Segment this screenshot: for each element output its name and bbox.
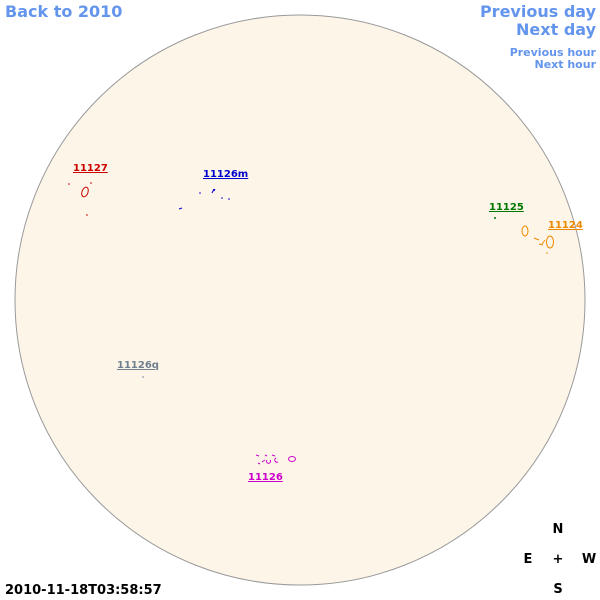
compass-west: W: [582, 552, 596, 567]
next-day-link[interactable]: Next day: [516, 20, 597, 39]
back-link[interactable]: Back to 2010: [5, 2, 122, 21]
region-label[interactable]: 11126: [248, 472, 283, 483]
compass-center: +: [553, 552, 564, 567]
region-label[interactable]: 11125: [489, 202, 524, 213]
previous-hour-link[interactable]: Previous hour: [510, 46, 597, 59]
region-label[interactable]: 11126m: [203, 169, 248, 180]
previous-day-link[interactable]: Previous day: [480, 2, 597, 21]
compass-south: S: [553, 582, 562, 597]
compass-east: E: [524, 552, 533, 567]
region-label[interactable]: 11127: [73, 163, 108, 174]
compass-north: N: [553, 522, 564, 537]
region-label[interactable]: 11124: [548, 220, 583, 231]
region-label[interactable]: 11126q: [117, 360, 159, 371]
region-contours: [68, 182, 554, 465]
next-hour-link[interactable]: Next hour: [535, 58, 597, 71]
timestamp: 2010-11-18T03:58:57: [5, 583, 162, 598]
solar-disk: [14, 14, 586, 586]
